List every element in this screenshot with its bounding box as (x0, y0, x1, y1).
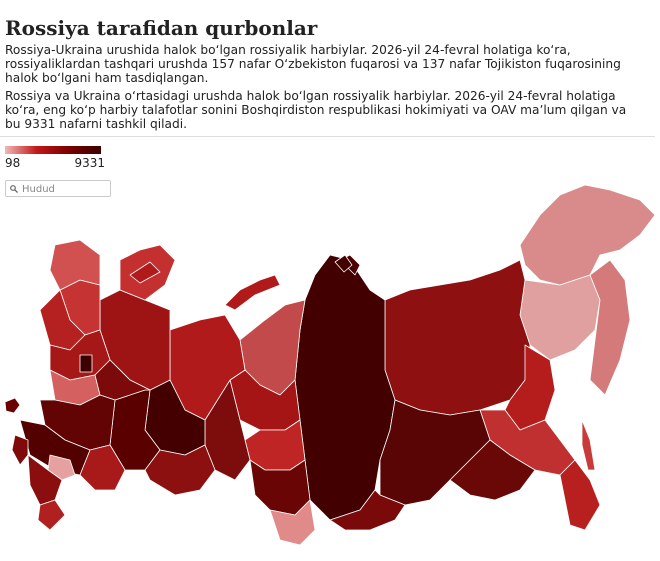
search-placeholder: Hudud (22, 184, 55, 195)
region (79, 354, 93, 373)
divider (0, 136, 655, 137)
region (269, 499, 316, 546)
region (581, 419, 596, 471)
region (37, 499, 66, 531)
region (589, 259, 631, 396)
region (144, 444, 216, 496)
region (519, 184, 656, 286)
region (4, 397, 21, 414)
map (4, 184, 656, 546)
region (129, 261, 161, 284)
region (49, 239, 101, 291)
region (11, 434, 29, 466)
search-icon (10, 185, 18, 193)
region (79, 444, 126, 491)
region (229, 369, 301, 431)
region (329, 489, 406, 531)
region (224, 274, 281, 311)
title: Rossiya tarafidan qurbonlar (5, 16, 318, 40)
legend-gradient (5, 146, 101, 154)
region (519, 274, 601, 361)
region (384, 259, 531, 416)
region (559, 459, 601, 531)
region (47, 454, 76, 481)
description: Rossiya va Ukraina oʻrtasidagi urushda h… (5, 89, 627, 131)
region (334, 254, 353, 273)
search-input[interactable]: Hudud (5, 180, 111, 197)
legend-max: 9331 (74, 156, 105, 170)
legend-min: 98 (5, 156, 21, 170)
description: Rossiya-Ukraina urushida halok boʻlgan r… (5, 43, 621, 85)
color-legend: 98 9331 (5, 146, 105, 170)
region (449, 439, 536, 501)
